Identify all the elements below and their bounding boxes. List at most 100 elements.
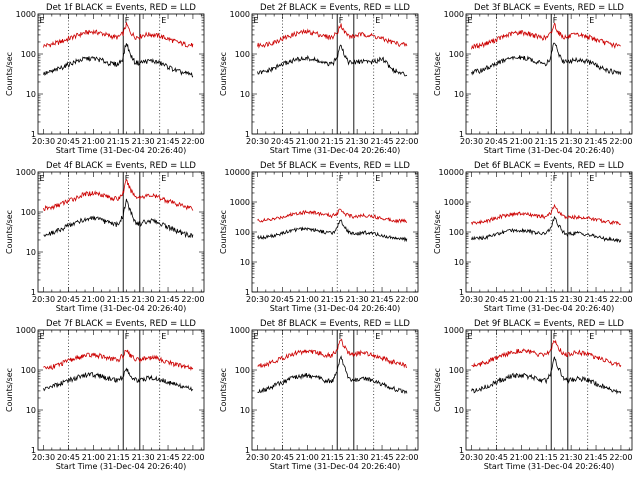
y-tick-label: 100 bbox=[235, 228, 250, 237]
interval-label: E bbox=[467, 16, 472, 25]
plot-frame bbox=[465, 329, 633, 451]
y-tick-label: 10 bbox=[454, 406, 464, 415]
y-tick-label: 1000 bbox=[444, 10, 464, 19]
x-axis-label: Start Time (31-Dec-04 20:26:40) bbox=[56, 462, 187, 471]
x-axis-label: Start Time (31-Dec-04 20:26:40) bbox=[56, 304, 187, 313]
y-tick-label: 10 bbox=[240, 406, 250, 415]
panel-title: Det 4f BLACK = Events, RED = LLD bbox=[46, 161, 196, 171]
x-tick-label: 21:30 bbox=[560, 295, 583, 304]
y-tick-label: 1 bbox=[245, 446, 250, 455]
interval-label: F bbox=[125, 332, 130, 341]
y-tick-label: 1000 bbox=[16, 326, 36, 335]
event-counts-trace bbox=[43, 198, 194, 239]
y-tick-label: 100 bbox=[21, 208, 36, 217]
x-tick-label: 20:45 bbox=[485, 137, 508, 146]
y-tick-label: 10 bbox=[454, 258, 464, 267]
x-tick-label: 20:30 bbox=[246, 295, 269, 304]
x-tick-label: 20:30 bbox=[460, 453, 483, 462]
interval-label: E bbox=[589, 332, 594, 341]
y-tick-label: 1 bbox=[31, 130, 36, 139]
x-tick-label: 22:00 bbox=[181, 295, 204, 304]
panel-title: Det 7f BLACK = Events, RED = LLD bbox=[46, 319, 196, 329]
panel-title: Det 3f BLACK = Events, RED = LLD bbox=[474, 3, 624, 13]
x-tick-label: 20:30 bbox=[460, 295, 483, 304]
chart-panel: Det 1f BLACK = Events, RED = LLD 1 10 100 10… bbox=[5, 3, 204, 155]
interval-label: F bbox=[125, 16, 130, 25]
y-tick-label: 1000 bbox=[444, 198, 464, 207]
interval-label: F bbox=[339, 174, 344, 183]
event-counts-trace bbox=[257, 44, 408, 77]
y-axis-label: Counts/sec bbox=[219, 210, 228, 254]
event-counts-trace bbox=[257, 355, 408, 395]
x-tick-label: 21:45 bbox=[157, 453, 180, 462]
lld-counts-trace bbox=[471, 339, 622, 368]
interval-label: E bbox=[161, 16, 166, 25]
x-tick-label: 21:30 bbox=[132, 295, 155, 304]
x-tick-label: 21:30 bbox=[560, 453, 583, 462]
x-tick-label: 21:15 bbox=[535, 453, 558, 462]
event-counts-trace bbox=[257, 219, 408, 243]
x-tick-label: 21:30 bbox=[346, 137, 369, 146]
x-tick-label: 21:45 bbox=[157, 137, 180, 146]
x-tick-label: 21:45 bbox=[371, 453, 394, 462]
y-tick-label: 1000 bbox=[230, 10, 250, 19]
panel-title: Det 9f BLACK = Events, RED = LLD bbox=[474, 319, 624, 329]
x-tick-label: 20:30 bbox=[32, 453, 55, 462]
x-tick-label: 20:30 bbox=[246, 137, 269, 146]
y-tick-label: 1000 bbox=[230, 326, 250, 335]
event-counts-trace bbox=[471, 215, 622, 243]
x-tick-label: 22:00 bbox=[609, 137, 632, 146]
x-tick-label: 21:00 bbox=[296, 295, 319, 304]
y-tick-label: 1 bbox=[245, 130, 250, 139]
x-tick-label: 20:45 bbox=[485, 453, 508, 462]
y-tick-label: 100 bbox=[21, 366, 36, 375]
x-tick-label: 20:45 bbox=[271, 453, 294, 462]
y-axis-label: Counts/sec bbox=[219, 52, 228, 96]
x-tick-label: 21:45 bbox=[585, 137, 608, 146]
lld-counts-trace bbox=[257, 338, 407, 369]
event-counts-trace bbox=[471, 42, 622, 76]
lld-counts-trace bbox=[43, 178, 194, 211]
x-tick-label: 22:00 bbox=[609, 295, 632, 304]
x-tick-label: 22:00 bbox=[181, 137, 204, 146]
interval-label: F bbox=[553, 16, 558, 25]
x-tick-label: 21:15 bbox=[107, 295, 130, 304]
panel-title: Det 5f BLACK = Events, RED = LLD bbox=[260, 161, 410, 171]
x-tick-label: 21:45 bbox=[585, 453, 608, 462]
y-axis-label: Counts/sec bbox=[433, 52, 442, 96]
x-tick-label: 22:00 bbox=[395, 453, 418, 462]
y-tick-label: 1 bbox=[459, 130, 464, 139]
y-axis-label: Counts/sec bbox=[5, 368, 14, 412]
plot-frame bbox=[37, 329, 205, 451]
y-tick-label: 100 bbox=[449, 366, 464, 375]
interval-label: E bbox=[375, 174, 380, 183]
x-tick-label: 21:00 bbox=[510, 295, 533, 304]
plot-frame bbox=[37, 13, 205, 135]
interval-label: F bbox=[553, 174, 558, 183]
panel-title: Det 2f BLACK = Events, RED = LLD bbox=[260, 3, 410, 13]
interval-label: F bbox=[339, 332, 344, 341]
x-tick-label: 21:45 bbox=[371, 295, 394, 304]
x-tick-label: 21:00 bbox=[510, 453, 533, 462]
x-tick-label: 21:00 bbox=[82, 295, 105, 304]
x-axis-label: Start Time (31-Dec-04 20:26:40) bbox=[484, 462, 615, 471]
event-counts-trace bbox=[471, 356, 622, 395]
y-tick-label: 1 bbox=[31, 446, 36, 455]
plot-frame bbox=[251, 329, 419, 451]
y-tick-label: 100 bbox=[235, 366, 250, 375]
x-axis-label: Start Time (31-Dec-04 20:26:40) bbox=[484, 304, 615, 313]
lld-counts-trace bbox=[257, 208, 407, 224]
x-axis-label: Start Time (31-Dec-04 20:26:40) bbox=[270, 304, 401, 313]
lld-counts-trace bbox=[471, 203, 621, 226]
x-tick-label: 22:00 bbox=[395, 295, 418, 304]
panel-title: Det 6f BLACK = Events, RED = LLD bbox=[474, 161, 624, 171]
y-axis-label: Counts/sec bbox=[219, 368, 228, 412]
interval-label: E bbox=[589, 16, 594, 25]
x-axis-label: Start Time (31-Dec-04 20:26:40) bbox=[56, 146, 187, 155]
chart-panel: Det 4f BLACK = Events, RED = LLD 1 10 100 10… bbox=[5, 161, 204, 313]
x-tick-label: 20:30 bbox=[246, 453, 269, 462]
y-tick-label: 1000 bbox=[16, 10, 36, 19]
interval-label: E bbox=[39, 332, 44, 341]
chart-panel: Det 3f BLACK = Events, RED = LLD 1 10 100 10… bbox=[433, 3, 632, 155]
y-axis-label: Counts/sec bbox=[5, 210, 14, 254]
